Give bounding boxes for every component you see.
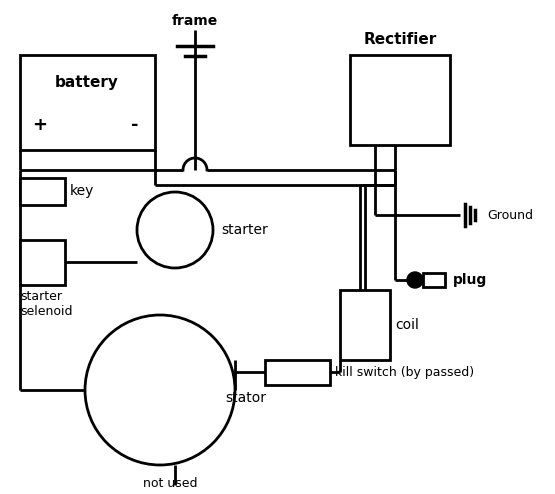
Bar: [20, 178, 65, 205]
Text: coil: coil: [395, 318, 419, 332]
Text: plug: plug: [453, 273, 487, 287]
Bar: [20, 55, 155, 150]
Bar: [340, 290, 390, 360]
Circle shape: [407, 272, 423, 288]
Text: key: key: [70, 184, 94, 198]
Bar: [265, 360, 330, 385]
Bar: [423, 273, 445, 287]
Circle shape: [85, 315, 235, 465]
Text: kill switch (by passed): kill switch (by passed): [335, 366, 474, 378]
Text: not used: not used: [143, 477, 197, 490]
Text: starter: starter: [221, 223, 268, 237]
Text: Rectifier: Rectifier: [364, 32, 437, 47]
Text: starter
selenoid: starter selenoid: [20, 290, 73, 318]
Bar: [20, 240, 65, 285]
Circle shape: [137, 192, 213, 268]
Text: stator: stator: [225, 391, 266, 405]
Bar: [350, 55, 450, 145]
Text: +: +: [33, 116, 48, 134]
Text: frame: frame: [172, 14, 218, 28]
Text: Ground: Ground: [487, 208, 533, 221]
Text: battery: battery: [55, 76, 119, 90]
Text: -: -: [131, 116, 139, 134]
